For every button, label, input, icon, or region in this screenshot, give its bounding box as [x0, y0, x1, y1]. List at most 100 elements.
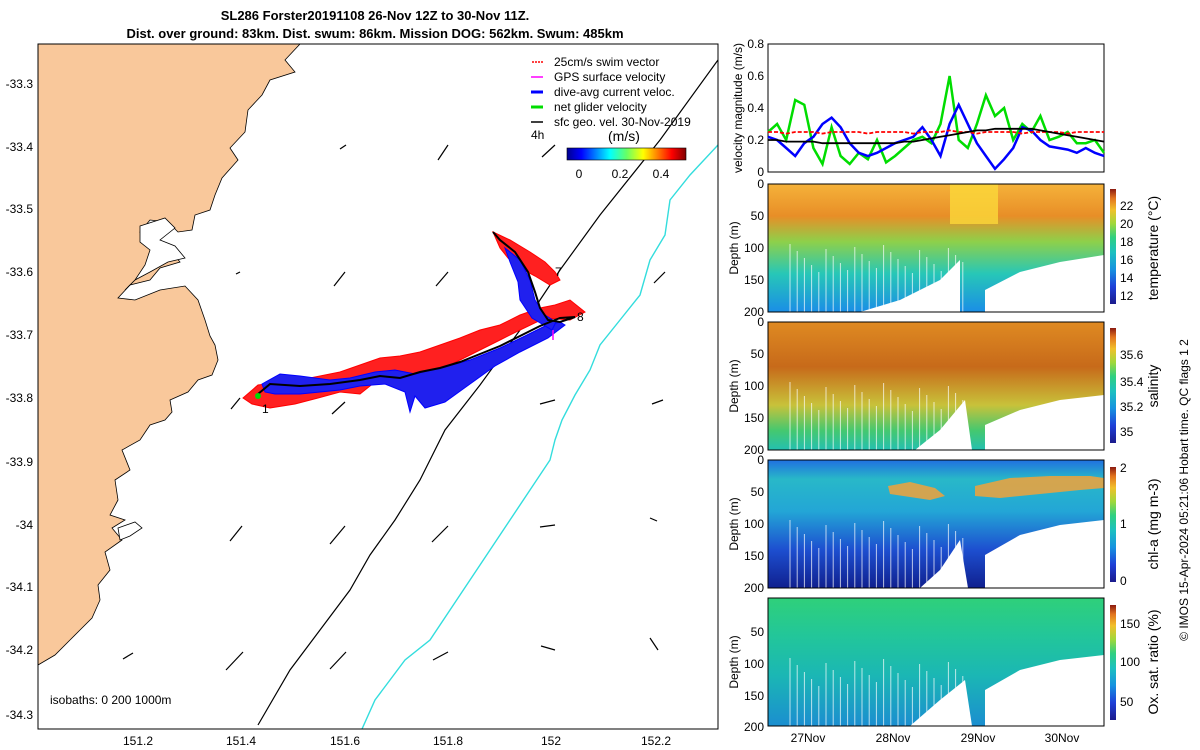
temperature-cbar-tick: 20 — [1120, 217, 1134, 231]
current-band — [261, 321, 566, 414]
geo-velocity-arrows — [122, 144, 666, 671]
map-y-tick: -33.9 — [6, 455, 34, 469]
geo-arrow — [229, 525, 243, 542]
map-y-ticks: -33.3 -33.4 -33.5 -33.6 -33.7 -33.8 -33.… — [6, 77, 34, 722]
geo-arrow — [539, 399, 556, 405]
track-line — [257, 231, 576, 395]
salinity-field — [768, 322, 1104, 450]
map-x-tick: 151.6 — [330, 734, 360, 748]
salinity-cbar-tick: 35.6 — [1120, 348, 1144, 362]
legend-swim-vector: 25cm/s swim vector — [554, 55, 659, 69]
waypoint-label-8: 8 — [577, 310, 584, 324]
temperature-y-tick: 100 — [744, 241, 764, 255]
velocity-series-group — [767, 75, 1106, 171]
oxygen-field — [768, 598, 1104, 726]
waypoint-label-1: 1 — [262, 402, 269, 416]
swim-vector-upper — [492, 230, 561, 286]
temperature-y-tick: 200 — [744, 305, 764, 319]
oxygen-cbar-label: Ox. sat. ratio (%) — [1145, 609, 1161, 714]
salinity-y-tick: 200 — [744, 443, 764, 457]
map-y-tick: -33.4 — [6, 140, 34, 154]
velocity-plot-area — [767, 43, 1105, 173]
chla-frame — [767, 459, 1105, 589]
map-y-tick: -34.3 — [6, 708, 34, 722]
geo-arrow — [329, 525, 346, 545]
temperature-colorbar — [1110, 189, 1116, 304]
chla-cbar-tick: 0 — [1120, 574, 1127, 588]
map-colorbar-corner: 4h — [531, 128, 544, 142]
velocity-series-2 — [768, 129, 1104, 135]
velocity-y-tick: 0.2 — [747, 133, 764, 147]
oxygen-cbar-tick: 150 — [1120, 617, 1140, 631]
oxygen-frame — [767, 597, 1105, 727]
velocity-y-tick: 0.4 — [747, 101, 764, 115]
isobaths-label: isobaths: 0 200 1000m — [50, 693, 171, 707]
salinity-cbar-tick: 35 — [1120, 425, 1134, 439]
salinity-frame — [767, 321, 1105, 451]
velocity-series-0 — [767, 75, 1106, 168]
temperature-panel: Depth (m) 0 50 100 150 200 12 14 16 18 2… — [727, 177, 1161, 319]
map-y-tick: -33.3 — [6, 77, 34, 91]
map-x-tick: 151.2 — [123, 734, 153, 748]
copyright-note: © IMOS 15-Apr-2024 05:21:06 Hobart time.… — [1177, 339, 1191, 641]
map-lagoon-2 — [117, 521, 143, 541]
time-x-tick: 30Nov — [1045, 731, 1080, 745]
oxygen-ylabel: Depth (m) — [727, 635, 741, 688]
map-legend: 25cm/s swim vector GPS surface velocity … — [531, 55, 691, 129]
salinity-y-tick: 150 — [744, 411, 764, 425]
geo-arrow — [235, 271, 241, 275]
temperature-cbar-tick: 16 — [1120, 253, 1134, 267]
chla-max-layer-east — [975, 476, 1104, 498]
glider-track — [242, 230, 586, 414]
geo-arrow — [651, 399, 664, 405]
map-colorbar-unit: (m/s) — [608, 128, 640, 144]
map-colorbar-tick: 0 — [576, 167, 583, 181]
geo-arrow — [122, 652, 134, 660]
track-start-marker — [255, 393, 261, 399]
temperature-ylabel: Depth (m) — [727, 221, 741, 274]
geo-arrow — [331, 401, 346, 415]
time-x-tick: 27Nov — [791, 731, 826, 745]
chla-cbar-tick: 2 — [1120, 461, 1127, 475]
map-colorbar — [566, 147, 687, 161]
oxygen-panel: Depth (m) 50 100 150 200 50 100 150 Ox. … — [727, 598, 1161, 745]
chla-y-tick: 150 — [744, 549, 764, 563]
map-x-tick: 152 — [541, 734, 561, 748]
chla-y-tick: 100 — [744, 517, 764, 531]
map-y-tick: -34 — [16, 518, 34, 532]
salinity-ylabel: Depth (m) — [727, 359, 741, 412]
velocity-ylabel: velocity magnitude (m/s) — [731, 43, 745, 173]
current-upper — [503, 246, 557, 331]
title-line-1: SL286 Forster20191108 26-Nov 12Z to 30-N… — [221, 8, 530, 23]
velocity-series-3 — [768, 127, 1105, 145]
geo-arrow — [432, 651, 449, 661]
chla-y-tick: 50 — [751, 485, 765, 499]
chla-cbar-tick: 1 — [1120, 517, 1127, 531]
map-y-tick: -33.5 — [6, 202, 34, 216]
title-line-2: Dist. over ground: 83km. Dist. swum: 86k… — [126, 26, 623, 41]
temperature-field — [768, 184, 1104, 312]
map-x-ticks: 151.2 151.4 151.6 151.8 152 152.2 — [123, 734, 671, 748]
waypoint-label-7: 7 — [555, 265, 562, 279]
chla-cbar-label: chl-a (mg m-3) — [1145, 478, 1161, 569]
map-y-tick: -33.7 — [6, 328, 34, 342]
map-colorbar-tick: 0.2 — [612, 167, 629, 181]
salinity-y-tick: 100 — [744, 379, 764, 393]
salinity-colorbar — [1110, 328, 1116, 443]
oxygen-colorbar — [1110, 605, 1116, 720]
geo-arrow — [225, 651, 244, 671]
oxygen-cbar-tick: 100 — [1120, 655, 1140, 669]
salinity-panel: Depth (m) 0 50 100 150 200 35 35.2 35.4 … — [727, 315, 1161, 457]
temperature-cbar-tick: 14 — [1120, 271, 1134, 285]
geo-arrow — [435, 271, 449, 287]
map-lagoon — [124, 217, 186, 291]
geo-arrow — [541, 144, 556, 158]
temperature-frame — [767, 183, 1105, 313]
oxygen-y-tick: 100 — [744, 657, 764, 671]
geo-arrow — [649, 517, 658, 522]
oxygen-cbar-tick: 50 — [1120, 695, 1134, 709]
oxygen-y-tick: 50 — [751, 625, 765, 639]
chla-colorbar — [1110, 467, 1116, 582]
velocity-y-tick: 0 — [757, 165, 764, 179]
isobath-1000m — [361, 144, 718, 729]
